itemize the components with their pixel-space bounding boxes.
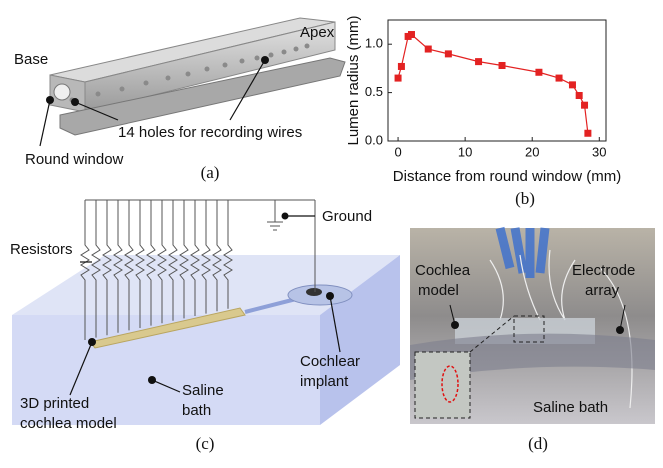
label: Saline: [182, 382, 224, 399]
caption: (d): [528, 434, 548, 453]
x-tick-label: 20: [525, 144, 539, 159]
label: Cochlear: [300, 353, 360, 370]
caption: (b): [515, 189, 535, 208]
point: [475, 58, 482, 65]
y-tick-label: 0.5: [365, 84, 383, 99]
y-axis-label: Lumen radius (mm): [345, 15, 362, 145]
label: cochlea model: [20, 415, 117, 432]
label: array: [585, 282, 620, 299]
label: model: [418, 282, 459, 299]
caption: (a): [201, 163, 220, 182]
caption: (c): [196, 434, 215, 453]
label: 14 holes for recording wires: [118, 124, 302, 141]
x-tick-label: 30: [592, 144, 606, 159]
figure: Base Apex 14 holes for recording wires R…: [0, 0, 663, 463]
label: implant: [300, 373, 349, 390]
label: Ground: [322, 208, 372, 225]
label: Cochlea: [415, 262, 471, 279]
x-tick-label: 0: [394, 144, 401, 159]
point: [535, 69, 542, 76]
photo: [410, 228, 655, 424]
label: Round window: [25, 151, 124, 168]
point: [569, 81, 576, 88]
label: Apex: [300, 24, 335, 41]
point: [576, 92, 583, 99]
point: [584, 130, 591, 137]
label: Base: [14, 51, 48, 68]
point: [425, 46, 432, 53]
label: Electrode: [572, 262, 635, 279]
chart: 0 10 20 30 0.0 0.5 1.0 Distance from round wind…: [345, 15, 621, 184]
point: [499, 62, 506, 69]
plot-frame: [388, 20, 606, 141]
point: [408, 31, 415, 38]
point: [581, 102, 588, 109]
label: bath: [182, 402, 211, 419]
point: [398, 63, 405, 70]
y-tick-label: 0.0: [365, 132, 383, 147]
label: Resistors: [10, 241, 73, 258]
label: Saline bath: [533, 399, 608, 416]
point: [556, 75, 563, 82]
point: [395, 75, 402, 82]
x-tick-label: 10: [458, 144, 472, 159]
label: 3D printed: [20, 395, 89, 412]
x-axis-label: Distance from round window (mm): [393, 168, 621, 185]
point: [445, 50, 452, 57]
y-tick-label: 1.0: [365, 36, 383, 51]
